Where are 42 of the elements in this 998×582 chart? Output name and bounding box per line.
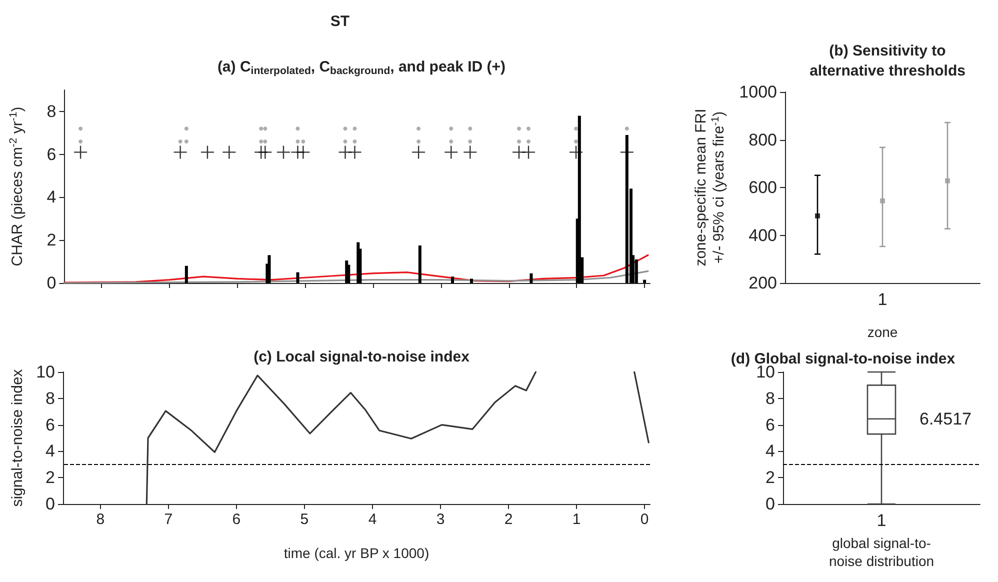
- x-tick-label: 1: [878, 290, 888, 309]
- y-tick-label: 8: [766, 388, 775, 408]
- x-axis-title: time (cal. yr BP x 1000): [284, 545, 430, 561]
- x-tick-label: 5: [300, 511, 309, 528]
- y-tick-label: 6: [46, 415, 55, 434]
- y-tick-label: 8: [46, 102, 56, 121]
- y-tick-label: 4: [46, 188, 56, 207]
- x-tick-label: 2: [504, 511, 513, 528]
- y-tick-label: 6: [46, 144, 56, 164]
- y-tick-label: 600: [748, 178, 777, 197]
- y-tick-label: 200: [748, 274, 777, 292]
- y-tick-label: 2: [766, 468, 775, 488]
- x-tick-label: 8: [96, 511, 105, 528]
- y-tick-label: 10: [756, 362, 775, 382]
- y-tick-label: 800: [748, 130, 777, 150]
- x-tick-label: 6: [232, 511, 241, 528]
- x-axis-title: global signal-to-noise distribution: [828, 535, 934, 569]
- x-axis-title: zone: [867, 324, 898, 340]
- y-tick-label: 0: [46, 494, 55, 514]
- x-tick-label: 7: [164, 511, 173, 528]
- x-tick-label: 1: [876, 511, 886, 530]
- y-axis-title: CHAR (pieces cm-2 yr-1): [8, 106, 26, 266]
- text: ST: [330, 13, 350, 30]
- y-tick-label: 10: [36, 362, 55, 382]
- x-tick-label: 0: [640, 511, 649, 528]
- y-tick-label: 2: [46, 230, 56, 250]
- y-tick-label: 2: [46, 468, 55, 488]
- y-axis-title: signal-to-noise index: [9, 368, 26, 507]
- x-tick-label: 3: [436, 511, 445, 528]
- chart-title: (b) Sensitivity to alternative thresholds: [810, 42, 966, 80]
- y-tick-label: 0: [766, 494, 775, 514]
- x-tick-label: 4: [368, 511, 377, 528]
- chart-title: (c) Local signal-to-noise index: [254, 348, 470, 366]
- annotation: 6.4517: [920, 409, 972, 428]
- y-tick-label: 400: [748, 226, 777, 245]
- y-tick-label: 8: [46, 388, 55, 408]
- y-tick-label: 4: [766, 442, 775, 461]
- y-tick-label: 6: [766, 415, 775, 434]
- y-tick-label: 0: [46, 274, 56, 292]
- y-tick-label: 4: [46, 442, 55, 461]
- x-tick-label: 1: [572, 511, 581, 528]
- y-tick-label: 1000: [739, 82, 777, 102]
